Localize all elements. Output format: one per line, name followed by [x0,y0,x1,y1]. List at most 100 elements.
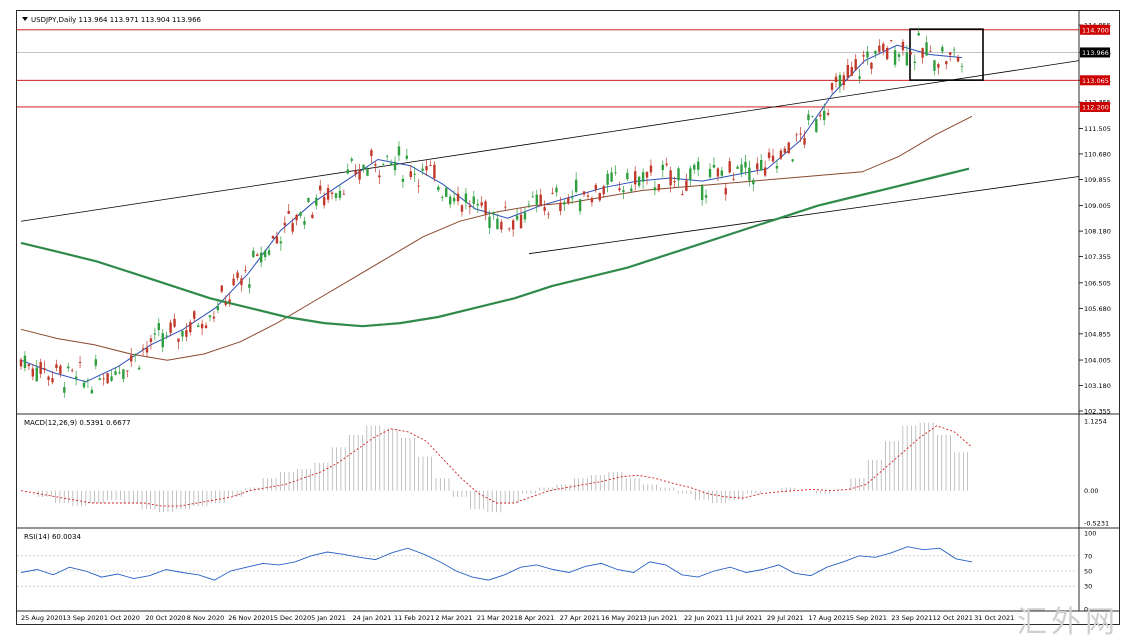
candle-body [563,202,566,205]
candle-body [582,191,586,195]
candle-body [338,190,342,198]
candle-body [448,196,452,205]
time-tick-label: 1 Oct 2020 [104,614,140,622]
candle-body [760,159,763,171]
time-tick-label: 5 Jan 2021 [311,614,346,622]
candle-body [452,197,456,202]
candle-body [413,173,416,175]
level-price-label: 112.200 [1082,103,1109,111]
time-tick-label: 23 Sep 2021 [891,614,932,622]
candle-body [531,196,535,198]
candle-body [590,198,594,203]
candle-body [90,389,94,394]
candle-body [677,168,680,181]
price-tick-label: 110.680 [1084,150,1111,158]
candle-body [771,155,775,162]
price-tick-label: 105.680 [1084,305,1111,313]
chart-svg[interactable]: USDJPY,Daily 113.964 113.971 113.904 113… [17,11,1119,624]
candle-body [385,156,389,158]
candle-body [393,161,397,171]
candle-body [256,254,259,256]
candle-body [106,373,109,384]
candle-body [232,278,235,286]
time-tick-label: 27 Apr 2021 [560,614,600,622]
time-tick-label: 22 Jun 2021 [684,614,723,622]
candle-body [236,272,239,278]
level-price-label: 114.700 [1082,26,1109,34]
candle-body [39,362,42,374]
candle-body [551,192,554,194]
current-price-tag [1080,47,1110,58]
chart-frame: USDJPY,Daily 113.964 113.971 113.904 113… [16,10,1120,625]
candle-body [511,220,515,230]
candle-body [98,378,101,380]
candle-body [882,43,885,51]
dropdown-icon[interactable] [22,17,28,21]
lower-trend-line [528,176,1080,255]
candle-body [508,228,511,230]
candle-body [952,49,956,51]
level-price-tag [1080,101,1110,112]
candle-body [756,163,759,170]
candle-body [913,61,916,63]
candle-body [43,368,46,371]
time-tick-label: 26 Nov 2020 [228,614,270,622]
candle-body [429,165,432,166]
candle-body [846,64,850,78]
candle-body [752,180,755,185]
candle-body [858,76,861,79]
candle-body [901,41,905,51]
candle-body [476,203,479,206]
candle-body [834,76,838,83]
candle-body [259,252,263,263]
candle-body [653,187,657,191]
price-tick-label: 106.505 [1084,279,1111,287]
candle-body [358,170,361,180]
candle-body [842,75,846,86]
candle-body [933,60,936,71]
candle-body [78,361,82,364]
candle-body [637,176,641,186]
candle-body [74,376,78,379]
candle-body [126,370,129,372]
candle-body [118,372,121,374]
candle-body [937,64,940,68]
time-tick-label: 16 May 2021 [601,614,643,622]
candle-body [161,333,164,348]
candle-body [567,197,570,204]
candle-body [488,216,491,228]
candle-body [122,369,125,380]
candle-body [917,32,920,36]
macd-title: MACD(12,26,9) 0.5391 0.6677 [24,419,131,427]
candle-body [803,138,806,145]
candle-body [240,278,243,286]
candle-body [102,378,105,380]
candle-body [275,236,279,244]
candle-body [744,161,747,168]
candle-body [330,192,334,194]
candle-body [799,133,802,135]
candle-body [212,316,216,319]
candle-body [157,323,161,331]
candle-body [728,161,731,173]
candle-body [893,50,897,65]
candle-body [299,212,302,216]
level-price-label: 113.065 [1082,77,1109,85]
candle-body [748,167,751,181]
candle-body [224,302,227,305]
candle-body [86,379,90,381]
time-tick-label: 21 Mar 2021 [477,614,518,622]
macd-tick-label: 0.00 [1084,487,1098,495]
candle-body [67,366,70,369]
time-tick-label: 3 Jun 2021 [643,614,678,622]
candle-body [732,178,735,180]
candle-body [94,359,98,366]
candle-body [724,188,727,195]
candle-body [354,170,357,175]
time-tick-label: 11 Feb 2021 [394,614,434,622]
candle-body [319,185,322,191]
candle-body [665,163,668,165]
time-tick-label: 8 Nov 2020 [187,614,225,622]
candle-body [417,185,420,187]
candle-body [956,57,960,62]
